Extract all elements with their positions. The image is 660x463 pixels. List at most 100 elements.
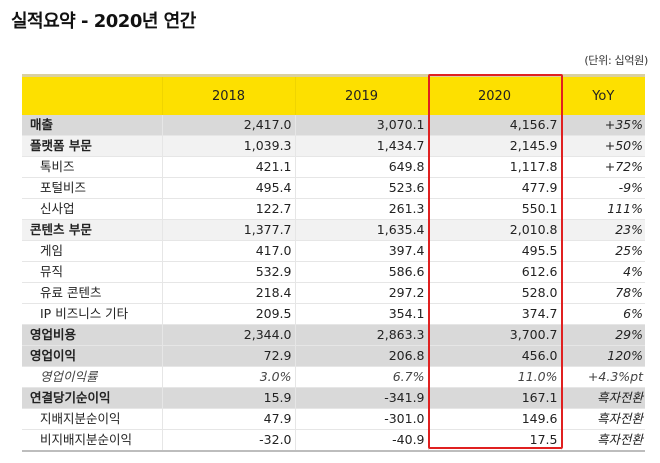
table-row: 지배지분순이익 47.9 -301.0 149.6 흑자전환 bbox=[22, 408, 645, 430]
value-2018: 1,039.3 bbox=[162, 135, 296, 157]
row-label: 영업이익 bbox=[22, 345, 163, 367]
results-summary-table: 2018 2019 2020 YoY 매출 2,417.0 3,070.1 4,156… bbox=[22, 74, 645, 452]
row-label: 영업비용 bbox=[22, 324, 163, 346]
header-yoy: YoY bbox=[561, 74, 645, 115]
value-2020: 612.6 bbox=[428, 261, 562, 283]
value-2019: 354.1 bbox=[295, 303, 429, 325]
value-2018: 417.0 bbox=[162, 240, 296, 262]
header-2018: 2018 bbox=[162, 74, 296, 115]
table-row: IP 비즈니스 기타 209.5 354.1 374.7 6% bbox=[22, 303, 645, 325]
value-2018: 2,417.0 bbox=[162, 115, 296, 136]
value-2018: 122.7 bbox=[162, 198, 296, 220]
value-2020: 17.5 bbox=[428, 429, 562, 452]
row-label: 신사업 bbox=[22, 198, 163, 220]
value-2018: 15.9 bbox=[162, 387, 296, 409]
header-2019: 2019 bbox=[295, 74, 429, 115]
value-yoy: 78% bbox=[561, 282, 645, 304]
value-2018: 218.4 bbox=[162, 282, 296, 304]
value-2019: 1,434.7 bbox=[295, 135, 429, 157]
value-2020: 374.7 bbox=[428, 303, 562, 325]
row-label: 콘텐츠 부문 bbox=[22, 219, 163, 241]
value-2019: 297.2 bbox=[295, 282, 429, 304]
value-2020: 3,700.7 bbox=[428, 324, 562, 346]
results-summary-table-container: 2018 2019 2020 YoY 매출 2,417.0 3,070.1 4,156… bbox=[22, 74, 645, 452]
value-2019: 649.8 bbox=[295, 156, 429, 178]
row-label: 플랫폼 부문 bbox=[22, 135, 163, 157]
value-2018: -32.0 bbox=[162, 429, 296, 452]
table-row: 신사업 122.7 261.3 550.1 111% bbox=[22, 198, 645, 220]
value-2019: 1,635.4 bbox=[295, 219, 429, 241]
value-yoy: 120% bbox=[561, 345, 645, 367]
value-yoy: -9% bbox=[561, 177, 645, 199]
header-label bbox=[22, 74, 163, 115]
value-2019: 3,070.1 bbox=[295, 115, 429, 136]
table-row: 톡비즈 421.1 649.8 1,117.8 +72% bbox=[22, 156, 645, 178]
table-row: 연결당기순이익 15.9 -341.9 167.1 흑자전환 bbox=[22, 387, 645, 409]
table-row: 콘텐츠 부문 1,377.7 1,635.4 2,010.8 23% bbox=[22, 219, 645, 241]
value-2018: 421.1 bbox=[162, 156, 296, 178]
table-row: 플랫폼 부문 1,039.3 1,434.7 2,145.9 +50% bbox=[22, 135, 645, 157]
value-yoy: +35% bbox=[561, 115, 645, 136]
value-yoy: 111% bbox=[561, 198, 645, 220]
value-2019: 261.3 bbox=[295, 198, 429, 220]
row-label: 연결당기순이익 bbox=[22, 387, 163, 409]
value-yoy: 흑자전환 bbox=[561, 429, 645, 452]
value-2019: 397.4 bbox=[295, 240, 429, 262]
value-2019: 2,863.3 bbox=[295, 324, 429, 346]
row-label: IP 비즈니스 기타 bbox=[22, 303, 163, 325]
table-header-row: 2018 2019 2020 YoY bbox=[22, 74, 645, 115]
value-yoy: +4.3%pt bbox=[561, 366, 645, 388]
value-2019: 523.6 bbox=[295, 177, 429, 199]
row-label: 포털비즈 bbox=[22, 177, 163, 199]
row-label: 게임 bbox=[22, 240, 163, 262]
page-title: 실적요약 - 2020년 연간 bbox=[11, 11, 196, 32]
value-2020: 456.0 bbox=[428, 345, 562, 367]
value-yoy: 흑자전환 bbox=[561, 408, 645, 430]
table-row: 뮤직 532.9 586.6 612.6 4% bbox=[22, 261, 645, 283]
value-yoy: 29% bbox=[561, 324, 645, 346]
value-2018: 72.9 bbox=[162, 345, 296, 367]
value-2018: 2,344.0 bbox=[162, 324, 296, 346]
value-2020: 149.6 bbox=[428, 408, 562, 430]
value-2020: 1,117.8 bbox=[428, 156, 562, 178]
value-yoy: 4% bbox=[561, 261, 645, 283]
unit-label: (단위: 십억원) bbox=[584, 54, 648, 67]
value-2019: -341.9 bbox=[295, 387, 429, 409]
value-yoy: +72% bbox=[561, 156, 645, 178]
row-label: 톡비즈 bbox=[22, 156, 163, 178]
value-2018: 47.9 bbox=[162, 408, 296, 430]
value-2020: 528.0 bbox=[428, 282, 562, 304]
value-2020: 2,145.9 bbox=[428, 135, 562, 157]
table-row: 포털비즈 495.4 523.6 477.9 -9% bbox=[22, 177, 645, 199]
value-yoy: 6% bbox=[561, 303, 645, 325]
value-2019: -40.9 bbox=[295, 429, 429, 452]
table-body: 매출 2,417.0 3,070.1 4,156.7 +35% 플랫폼 부문 1,039.3… bbox=[22, 115, 645, 452]
table-row: 영업비용 2,344.0 2,863.3 3,700.7 29% bbox=[22, 324, 645, 346]
value-2019: -301.0 bbox=[295, 408, 429, 430]
value-2020: 477.9 bbox=[428, 177, 562, 199]
value-2018: 1,377.7 bbox=[162, 219, 296, 241]
table-row: 비지배지분순이익 -32.0 -40.9 17.5 흑자전환 bbox=[22, 429, 645, 452]
value-2020: 4,156.7 bbox=[428, 115, 562, 136]
value-yoy: 흑자전환 bbox=[561, 387, 645, 409]
value-2019: 206.8 bbox=[295, 345, 429, 367]
row-label: 비지배지분순이익 bbox=[22, 429, 163, 452]
value-2020: 167.1 bbox=[428, 387, 562, 409]
row-label: 지배지분순이익 bbox=[22, 408, 163, 430]
value-2018: 532.9 bbox=[162, 261, 296, 283]
table-row: 매출 2,417.0 3,070.1 4,156.7 +35% bbox=[22, 115, 645, 136]
value-2019: 6.7% bbox=[295, 366, 429, 388]
value-yoy: 23% bbox=[561, 219, 645, 241]
table-row: 영업이익률 3.0% 6.7% 11.0% +4.3%pt bbox=[22, 366, 645, 388]
value-2020: 2,010.8 bbox=[428, 219, 562, 241]
table-row: 영업이익 72.9 206.8 456.0 120% bbox=[22, 345, 645, 367]
value-2018: 495.4 bbox=[162, 177, 296, 199]
value-2020: 11.0% bbox=[428, 366, 562, 388]
value-yoy: +50% bbox=[561, 135, 645, 157]
value-2018: 3.0% bbox=[162, 366, 296, 388]
value-2019: 586.6 bbox=[295, 261, 429, 283]
row-label: 뮤직 bbox=[22, 261, 163, 283]
table-row: 유료 콘텐츠 218.4 297.2 528.0 78% bbox=[22, 282, 645, 304]
row-label: 영업이익률 bbox=[22, 366, 163, 388]
value-2020: 550.1 bbox=[428, 198, 562, 220]
